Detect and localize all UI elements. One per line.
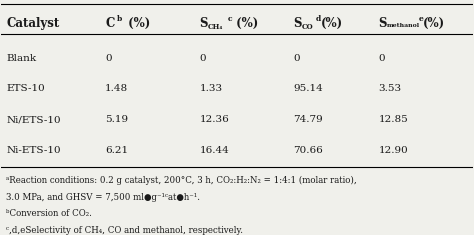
Text: b: b [117,15,123,23]
Text: 1.33: 1.33 [199,85,222,94]
Text: Ni/ETS-10: Ni/ETS-10 [6,115,61,124]
Text: 3.53: 3.53 [378,85,401,94]
Text: Ni-ETS-10: Ni-ETS-10 [6,146,61,155]
Text: ᵇConversion of CO₂.: ᵇConversion of CO₂. [6,209,92,218]
Text: 3.0 MPa, and GHSV = 7,500 ml●g⁻¹ᶜat●h⁻¹.: 3.0 MPa, and GHSV = 7,500 ml●g⁻¹ᶜat●h⁻¹. [6,193,200,202]
Text: 0: 0 [105,54,112,63]
Text: 5.19: 5.19 [105,115,128,124]
Text: ᵃReaction conditions: 0.2 g catalyst, 200°C, 3 h, CO₂:H₂:N₂ = 1:4:1 (molar ratio: ᵃReaction conditions: 0.2 g catalyst, 20… [6,176,357,185]
Text: e: e [419,15,423,23]
Text: 16.44: 16.44 [199,146,229,155]
Text: ᶜ,d,eSelectivity of CH₄, CO and methanol, respectively.: ᶜ,d,eSelectivity of CH₄, CO and methanol… [6,226,243,235]
Text: 74.79: 74.79 [293,115,323,124]
Text: 12.36: 12.36 [199,115,229,124]
Text: 0: 0 [378,54,385,63]
Text: (%): (%) [232,17,258,30]
Text: 1.48: 1.48 [105,85,128,94]
Text: C: C [105,17,114,30]
Text: methanol: methanol [387,23,420,28]
Text: 6.21: 6.21 [105,146,128,155]
Text: Catalyst: Catalyst [6,17,59,30]
Text: Blank: Blank [6,54,36,63]
Text: 12.85: 12.85 [378,115,408,124]
Text: CH₄: CH₄ [208,23,223,31]
Text: S: S [199,17,208,30]
Text: CO: CO [302,23,314,31]
Text: S: S [293,17,302,30]
Text: (%): (%) [124,17,150,30]
Text: 70.66: 70.66 [293,146,323,155]
Text: S: S [378,17,387,30]
Text: 95.14: 95.14 [293,85,323,94]
Text: 12.90: 12.90 [378,146,408,155]
Text: d: d [316,15,321,23]
Text: 0: 0 [199,54,206,63]
Text: 0: 0 [293,54,300,63]
Text: (%): (%) [321,17,343,30]
Text: (%): (%) [423,17,445,30]
Text: ETS-10: ETS-10 [6,85,45,94]
Text: c: c [228,15,232,23]
